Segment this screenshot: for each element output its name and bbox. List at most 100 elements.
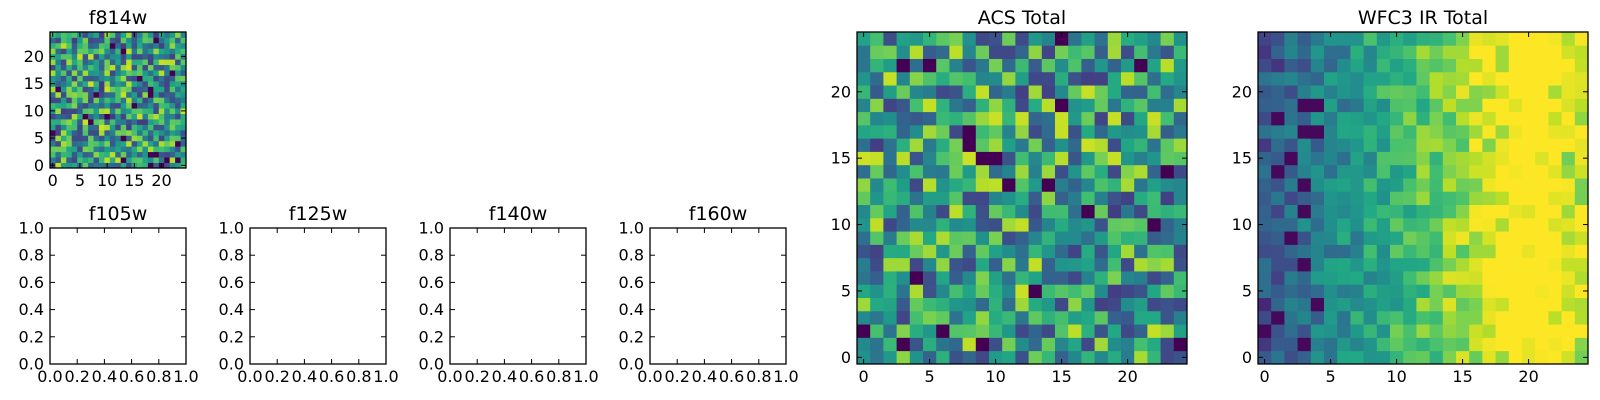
- heatmap-cell: [1403, 337, 1417, 352]
- heatmap-cell: [1134, 58, 1148, 73]
- heatmap-cell: [1028, 111, 1043, 126]
- heatmap-cell: [142, 91, 149, 98]
- heatmap-cell: [109, 146, 116, 153]
- heatmap-cell: [1173, 151, 1188, 166]
- heatmap-cell: [115, 37, 122, 44]
- heatmap-cell: [1160, 284, 1175, 298]
- heatmap-cell: [109, 32, 116, 38]
- heatmap-cell: [1469, 271, 1483, 285]
- heatmap-cell: [71, 97, 78, 104]
- heatmap-cell: [923, 217, 937, 232]
- heatmap-cell: [949, 204, 963, 219]
- heatmap-cell: [923, 337, 937, 352]
- heatmap-cell: [1041, 217, 1056, 232]
- heatmap-cell: [1284, 231, 1298, 245]
- heatmap-cell: [1429, 284, 1444, 298]
- heatmap-cell: [158, 102, 165, 109]
- heatmap-cell: [857, 98, 871, 113]
- heatmap-cell: [1068, 204, 1082, 219]
- heatmap-cell: [137, 151, 143, 158]
- heatmap-cell: [66, 129, 73, 136]
- heatmap-cell: [1310, 324, 1325, 338]
- heatmap-cell: [175, 32, 181, 38]
- heatmap-cell: [115, 59, 122, 66]
- heatmap-cell: [1324, 324, 1338, 338]
- heatmap-cell: [1495, 191, 1510, 206]
- heatmap-cell: [1041, 244, 1056, 259]
- heatmap-cell: [1094, 58, 1109, 73]
- heatmap-cell: [1482, 124, 1496, 139]
- heatmap-cell: [82, 48, 89, 55]
- heatmap-cell: [60, 119, 67, 125]
- heatmap-cell: [164, 124, 171, 131]
- heatmap-cell: [1173, 138, 1188, 152]
- heatmap-cell: [1574, 98, 1589, 113]
- heatmap-cell: [137, 64, 143, 71]
- heatmap-cell: [949, 178, 963, 192]
- y-tick-label: 0.8: [19, 246, 44, 265]
- heatmap-cell: [883, 85, 897, 99]
- heatmap-cell: [115, 75, 122, 82]
- heatmap-cell: [1134, 32, 1148, 46]
- heatmap-cell: [1173, 124, 1188, 139]
- heatmap-cell: [909, 271, 924, 285]
- heatmap-cell: [962, 231, 977, 245]
- heatmap-cell: [60, 70, 67, 76]
- heatmap-cell: [1173, 231, 1188, 245]
- y-tick-label: 0: [34, 156, 44, 175]
- heatmap-cell: [1284, 284, 1298, 298]
- heatmap-cell: [949, 71, 963, 86]
- heatmap-cell: [169, 113, 176, 120]
- heatmap-cell: [1456, 111, 1470, 126]
- heatmap-cell: [1456, 350, 1470, 365]
- heatmap-cell: [147, 64, 154, 71]
- heatmap-cell: [1469, 324, 1483, 338]
- heatmap-cell: [1495, 297, 1510, 312]
- heatmap-cell: [870, 297, 884, 312]
- heatmap-cell: [909, 124, 924, 139]
- heatmap-cell: [1002, 231, 1016, 245]
- heatmap-cell: [115, 151, 122, 158]
- heatmap-cell: [1002, 191, 1016, 206]
- heatmap-cell: [131, 86, 138, 93]
- heatmap-cell: [1363, 244, 1378, 259]
- heatmap-cell: [1535, 138, 1549, 152]
- heatmap-cell: [1271, 271, 1285, 285]
- heatmap-cell: [1548, 191, 1562, 206]
- heatmap-cell: [1337, 244, 1351, 259]
- heatmap-cell: [142, 102, 149, 109]
- heatmap-cell: [147, 80, 154, 87]
- heatmap-cell: [1416, 244, 1430, 259]
- heatmap-cell: [989, 310, 1003, 325]
- heatmap-cell: [1324, 271, 1338, 285]
- heatmap-cell: [1028, 284, 1043, 298]
- heatmap-cell: [142, 129, 149, 136]
- heatmap-cell: [1508, 204, 1523, 219]
- x-tick-label: 0.6: [319, 367, 344, 386]
- heatmap-cell: [1469, 98, 1483, 113]
- heatmap-cell: [1055, 124, 1069, 139]
- heatmap-cell: [909, 151, 924, 166]
- heatmap-cell: [975, 151, 990, 166]
- heatmap-cell: [1495, 204, 1510, 219]
- heatmap-cell: [137, 91, 143, 98]
- heatmap-cell: [962, 337, 977, 352]
- heatmap-cell: [175, 119, 181, 125]
- y-tick-label: 0.2: [419, 327, 444, 346]
- heatmap-cell: [1107, 178, 1122, 192]
- heatmap-cell: [153, 140, 160, 147]
- heatmap-cell: [975, 178, 990, 192]
- heatmap-cell: [962, 138, 977, 152]
- heatmap-cell: [1121, 324, 1135, 338]
- heatmap-cell: [1284, 85, 1298, 99]
- heatmap-cell: [50, 75, 56, 82]
- heatmap-cell: [975, 337, 990, 352]
- heatmap-cell: [169, 48, 176, 55]
- heatmap-cell: [1324, 178, 1338, 192]
- heatmap-cell: [109, 157, 116, 163]
- heatmap-cell: [909, 324, 924, 338]
- heatmap-cell: [137, 75, 143, 82]
- heatmap-cell: [962, 178, 977, 192]
- heatmap-cell: [1284, 310, 1298, 325]
- heatmap-cell: [1002, 164, 1016, 179]
